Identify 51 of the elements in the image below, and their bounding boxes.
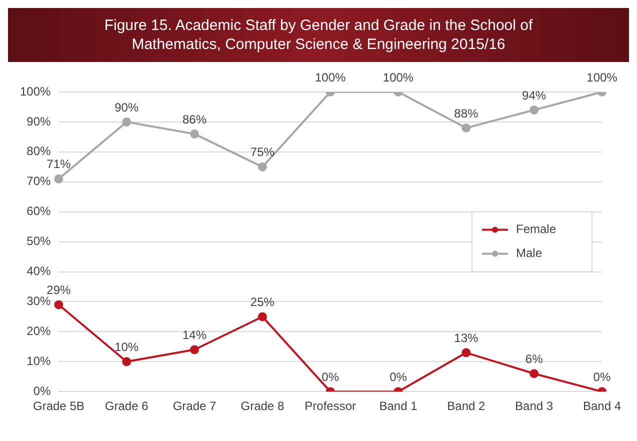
data-label: 10% xyxy=(114,340,139,354)
y-tick-label: 100% xyxy=(20,84,52,98)
data-label: 100% xyxy=(382,70,414,84)
legend-label: Male xyxy=(516,246,542,260)
data-label: 88% xyxy=(454,106,478,120)
x-tick-label: Grade 6 xyxy=(104,399,149,414)
x-tick-label: Grade 8 xyxy=(240,399,284,414)
y-tick-label: 70% xyxy=(26,174,52,188)
data-label: 0% xyxy=(390,370,408,384)
point xyxy=(258,312,267,322)
data-label: 0% xyxy=(322,370,340,384)
point xyxy=(54,174,64,184)
y-tick-label: 50% xyxy=(26,234,52,248)
point xyxy=(122,357,132,366)
data-label: 0% xyxy=(593,370,611,384)
x-tick-label: Band 3 xyxy=(515,399,554,414)
y-tick-label: 0% xyxy=(33,384,52,398)
point xyxy=(122,117,132,126)
point xyxy=(530,369,539,378)
data-label: 94% xyxy=(522,88,546,102)
point xyxy=(258,162,267,172)
point xyxy=(462,123,471,132)
point xyxy=(190,345,200,354)
data-label: 86% xyxy=(182,112,207,126)
y-tick-label: 10% xyxy=(26,354,52,368)
x-tick-label: Band 4 xyxy=(582,399,622,414)
data-label: 100% xyxy=(314,70,346,84)
point xyxy=(190,129,200,138)
data-label: 13% xyxy=(454,330,478,345)
y-tick-label: 20% xyxy=(26,324,52,338)
data-label: 6% xyxy=(525,352,544,366)
x-tick-label: Grade 5B xyxy=(33,399,84,414)
y-tick-label: 80% xyxy=(26,144,52,158)
data-label: 75% xyxy=(250,145,275,160)
y-tick-label: 60% xyxy=(26,204,52,218)
y-tick-label: 40% xyxy=(26,264,52,278)
x-tick-label: Grade 7 xyxy=(172,399,217,414)
data-label: 71% xyxy=(46,157,72,172)
x-tick-label: Band 1 xyxy=(379,399,418,414)
point xyxy=(530,105,539,114)
x-tick-label: Professor xyxy=(304,399,356,414)
data-label: 25% xyxy=(250,295,275,310)
point xyxy=(462,348,471,358)
y-tick-label: 90% xyxy=(26,114,52,128)
chart-title: Figure 15. Academic Staff by Gender and Grade in the School of Mathematics, Computer Science & Engineering 2015/16 xyxy=(8,8,629,62)
data-label: 14% xyxy=(182,328,207,342)
x-tick-label: Band 2 xyxy=(447,399,486,414)
point xyxy=(54,300,64,310)
data-label: 100% xyxy=(586,70,618,84)
data-label: 90% xyxy=(114,100,139,114)
legend-label: Female xyxy=(516,222,556,236)
